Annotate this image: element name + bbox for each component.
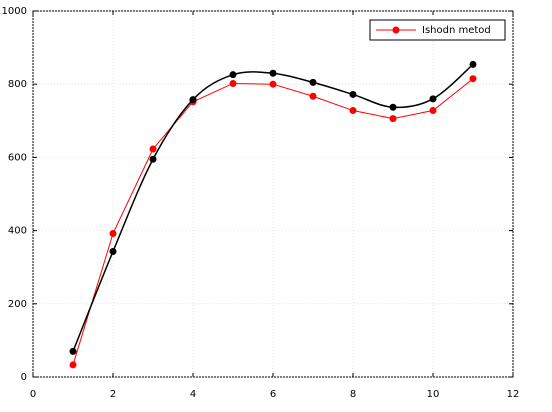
point <box>469 75 477 83</box>
point <box>109 230 117 238</box>
x-tick-label: 10 <box>427 389 440 400</box>
point <box>229 79 237 87</box>
series-line <box>72 63 474 352</box>
point <box>469 60 477 68</box>
point <box>109 247 117 255</box>
x-tick-label: 12 <box>507 389 520 400</box>
point <box>389 103 397 111</box>
point <box>309 92 317 100</box>
point <box>429 107 437 115</box>
y-tick-label: 0 <box>21 372 27 383</box>
x-tick-label: 0 <box>30 389 36 400</box>
point <box>309 78 317 86</box>
x-tick-label: 6 <box>270 389 276 400</box>
x-tick-label: 4 <box>190 389 196 400</box>
y-tick-label: 800 <box>8 79 27 90</box>
point <box>69 361 77 369</box>
point <box>149 155 157 163</box>
point <box>269 80 277 88</box>
point <box>229 71 237 79</box>
x-tick-label: 2 <box>110 389 116 400</box>
point <box>149 145 157 153</box>
point <box>389 115 397 123</box>
point <box>189 96 197 104</box>
y-tick-label: 600 <box>8 152 27 163</box>
x-tick-label: 8 <box>350 389 356 400</box>
legend-marker <box>392 26 400 34</box>
legend-box <box>369 19 506 41</box>
point <box>429 95 437 103</box>
y-tick-label: 200 <box>8 299 27 310</box>
legend-label: Ishodn metod <box>422 25 491 36</box>
point <box>349 107 357 115</box>
y-tick-label: 1000 <box>2 6 27 17</box>
point <box>69 347 77 355</box>
y-tick-label: 400 <box>8 226 27 237</box>
point <box>269 69 277 77</box>
point <box>349 90 357 98</box>
